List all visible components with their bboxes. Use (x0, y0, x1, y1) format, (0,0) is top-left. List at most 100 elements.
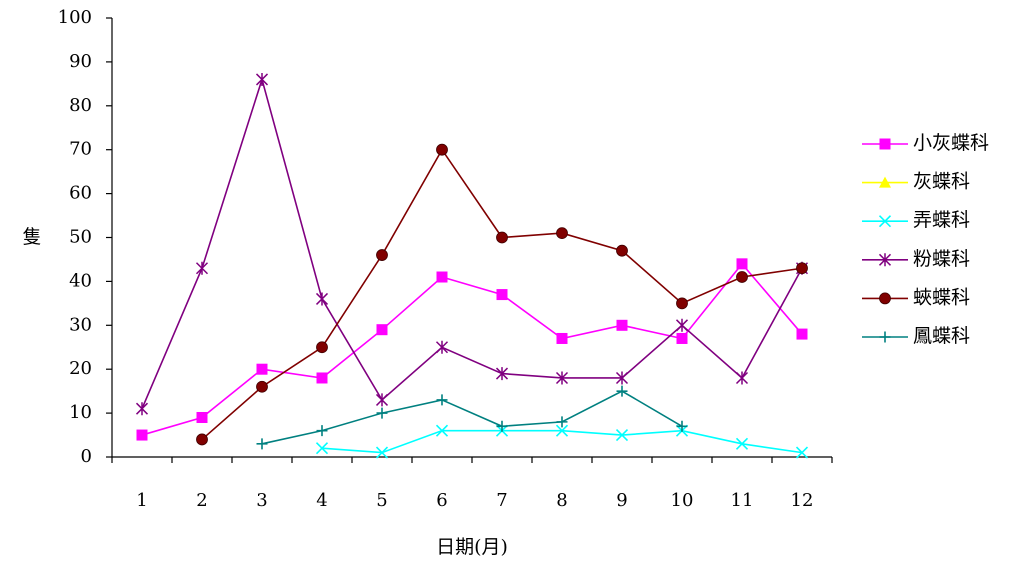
data-point (556, 332, 568, 344)
x-tick-label: 9 (616, 490, 627, 511)
legend-marker (879, 292, 891, 305)
data-point (435, 424, 449, 437)
y-tick-label: 90 (69, 51, 92, 72)
x-axis-label: 日期(月) (436, 536, 508, 558)
data-point (375, 393, 389, 407)
legend-marker (878, 253, 892, 267)
data-point (555, 371, 569, 385)
data-point (796, 262, 808, 275)
y-tick-label: 80 (69, 95, 92, 116)
data-point (196, 433, 208, 446)
data-point (555, 424, 569, 437)
legend-label: 弄蝶科 (913, 209, 970, 231)
legend-marker (878, 215, 892, 228)
legend-label: 粉蝶科 (913, 248, 970, 270)
series-2 (315, 424, 809, 459)
legend-label: 小灰蝶科 (913, 132, 989, 154)
x-tick-label: 1 (136, 490, 147, 511)
data-point (256, 380, 268, 393)
data-point (616, 319, 628, 331)
data-point (616, 244, 628, 257)
data-point (736, 258, 748, 270)
data-point (736, 271, 748, 283)
y-tick-label: 40 (69, 270, 92, 291)
data-point (796, 328, 808, 340)
legend-item: 小灰蝶科 (862, 132, 989, 154)
legend-marker (879, 138, 891, 150)
y-tick-label: 10 (69, 402, 92, 423)
data-point (495, 367, 509, 381)
legend-label: 灰蝶科 (913, 171, 970, 193)
data-point (556, 416, 568, 428)
y-tick-label: 20 (69, 358, 92, 379)
data-point (675, 318, 689, 332)
data-point (556, 227, 568, 240)
data-point (256, 438, 268, 450)
legend-marker (879, 176, 891, 188)
series-line (141, 76, 803, 410)
y-axis-label: 隻 (22, 226, 41, 248)
data-point (496, 420, 508, 432)
series-4 (196, 143, 808, 446)
data-point (196, 411, 208, 423)
series-line (321, 429, 803, 454)
data-point (256, 363, 268, 375)
series-line (141, 262, 803, 436)
series-5 (256, 385, 688, 450)
data-point (676, 420, 688, 432)
legend-marker (879, 331, 891, 343)
data-point (255, 72, 269, 86)
data-point (135, 402, 149, 416)
y-tick-label: 0 (81, 446, 92, 467)
data-point (496, 289, 508, 301)
x-tick-label: 10 (671, 490, 694, 511)
data-point (616, 385, 628, 397)
legend-item: 蛺蝶科 (862, 286, 970, 308)
data-point (735, 371, 749, 385)
x-tick-label: 4 (316, 490, 327, 511)
x-tick-label: 2 (196, 490, 207, 511)
data-point (436, 394, 448, 406)
legend-item: 粉蝶科 (862, 248, 970, 270)
x-tick-label: 5 (376, 490, 387, 511)
data-point (735, 437, 749, 450)
data-point (795, 446, 809, 459)
data-point (435, 340, 449, 354)
data-point (615, 371, 629, 385)
data-point (316, 372, 328, 384)
series-3 (135, 72, 809, 416)
data-point (315, 292, 329, 306)
data-point (436, 143, 448, 156)
data-point (136, 429, 148, 441)
data-point (316, 341, 328, 354)
data-point (195, 261, 209, 275)
data-point (676, 297, 688, 310)
data-point (496, 231, 508, 244)
x-tick-label: 12 (791, 490, 814, 511)
legend-label: 蛺蝶科 (913, 286, 970, 308)
data-point (615, 428, 629, 442)
series-line (261, 390, 683, 445)
legend-item: 灰蝶科 (862, 171, 970, 193)
y-tick-label: 60 (69, 183, 92, 204)
data-point (316, 425, 328, 437)
data-point (315, 442, 329, 455)
y-tick-label: 100 (58, 7, 92, 28)
data-point (376, 324, 388, 336)
legend-label: 鳳蝶科 (913, 325, 970, 347)
x-tick-label: 8 (556, 490, 567, 511)
series-0 (136, 258, 808, 441)
data-point (436, 271, 448, 283)
data-point (676, 332, 688, 344)
y-tick-label: 70 (69, 139, 92, 160)
x-tick-label: 7 (496, 490, 507, 511)
legend-item: 鳳蝶科 (862, 325, 970, 347)
x-tick-label: 6 (436, 490, 447, 511)
x-tick-label: 3 (256, 490, 267, 511)
legend-item: 弄蝶科 (862, 209, 970, 231)
x-tick-label: 11 (731, 490, 754, 511)
data-point (376, 407, 388, 419)
